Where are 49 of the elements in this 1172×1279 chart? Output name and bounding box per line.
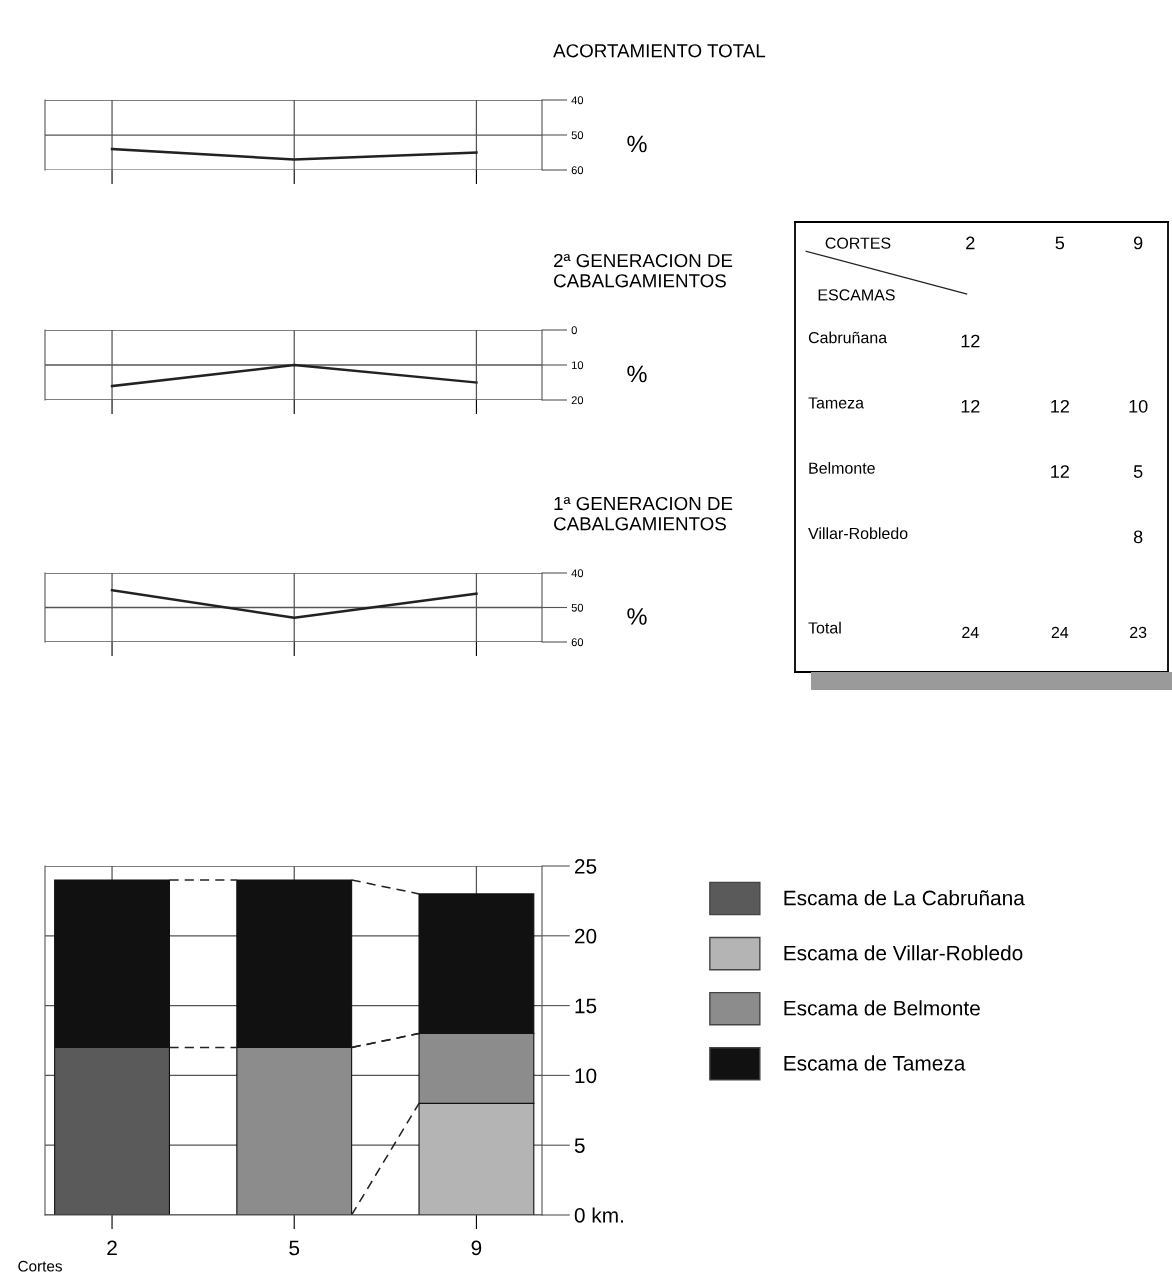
y-tick-label: 5 [574,1138,585,1153]
category-label: Cabruñana [808,331,888,344]
text: 24 [962,626,979,638]
text: 1ª GENERACION DE CABALGAMIENTOS [554,496,733,531]
y-tick-label: 50 [571,603,584,612]
text: 10 [1129,399,1148,413]
y-tick-label: 25 [574,859,597,874]
category-label: Villar-Robledo [808,527,908,540]
legend-label: Escama de La Cabruñana [784,890,1025,906]
x-tick-label: 5 [289,1240,300,1256]
y-axis-title: % [627,365,647,383]
text: 23 [1130,626,1147,639]
x-tick-label: 9 [471,1240,482,1256]
x-tick-label: 2 [107,1240,117,1256]
y-tick-label: 10 [575,1068,597,1084]
text: 24 [1051,626,1069,638]
category-label: 5 [1055,236,1065,250]
text: 12 [1051,465,1069,478]
y-tick-label: 50 [571,131,584,140]
text: 12 [961,399,980,413]
y-tick-label: 0 [571,326,577,335]
text: ESCAMAS [818,289,895,301]
y-tick-label: 0 km. [574,1207,623,1223]
y-axis-title: % [627,135,647,153]
text: Total [808,621,841,634]
category-label: Belmonte [809,462,875,474]
category-label: 9 [1133,236,1143,250]
category-label: 5 [1133,465,1143,478]
text: 12 [1051,399,1069,413]
text: ACORTAMIENTO TOTAL [553,44,766,58]
y-axis-title: % [627,608,647,625]
text: 8 [1133,530,1143,544]
x-axis-title: Cortes [18,1260,62,1272]
legend-label: Escama de Belmonte [784,1000,980,1016]
y-tick-label: 20 [574,928,597,944]
y-tick-label: 15 [575,998,597,1014]
y-tick-label: 60 [571,166,584,175]
category-label: 2 [966,236,975,250]
legend-label: Escama de Villar-Robledo [784,945,1023,961]
y-tick-label: 60 [571,638,584,647]
y-tick-label: 40 [571,96,584,105]
legend-label: Escama de Tameza [784,1055,966,1071]
text: CORTES [825,237,891,249]
y-tick-label: 20 [571,396,584,405]
text: 12 [961,334,980,348]
y-tick-label: 10 [572,361,584,370]
category-label: Tameza [808,397,864,409]
text: 2ª GENERACION DE CABALGAMIENTOS [554,253,733,288]
y-tick-label: 40 [571,569,584,578]
